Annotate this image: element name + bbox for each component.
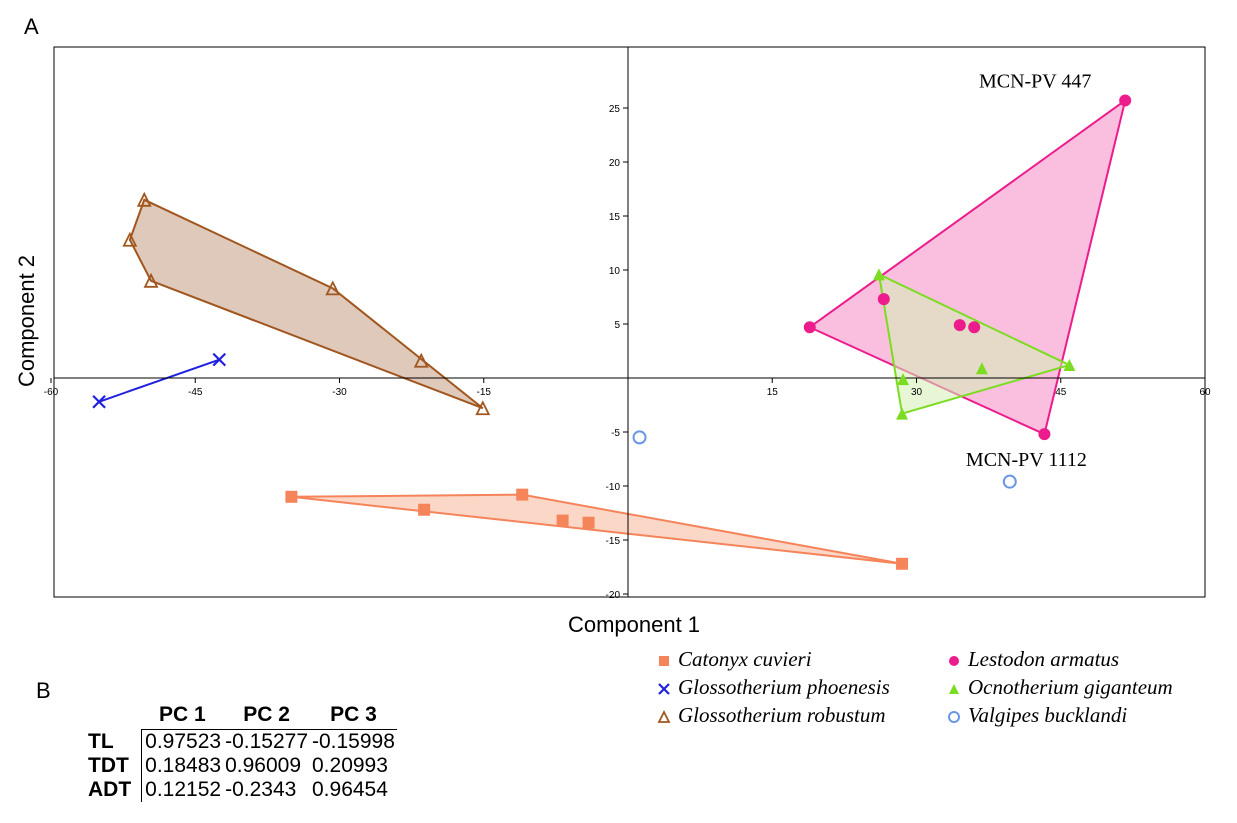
loadings-cell: 0.18483 bbox=[141, 754, 224, 778]
loadings-row-label: ADT bbox=[88, 778, 132, 801]
plot-area: -60 -45 -30 -15 15 30 45 60 -20 -15 -10 -5 5 10 15 20 25… bbox=[44, 46, 1211, 601]
plot-frame bbox=[53, 46, 1206, 598]
y-tick-label: -5 bbox=[611, 428, 620, 439]
legend-marker bbox=[949, 656, 959, 666]
y-tick-label: 15 bbox=[609, 212, 621, 223]
legend-label: Glossotherium phoenesis bbox=[678, 675, 890, 699]
y-tick-label: -20 bbox=[606, 590, 621, 601]
data-point bbox=[418, 503, 431, 516]
loadings-cell: -0.15277 bbox=[225, 730, 308, 753]
data-point bbox=[896, 557, 909, 570]
legend-marker-shape bbox=[657, 709, 671, 723]
loadings-row-label: TL bbox=[88, 729, 114, 753]
data-point bbox=[475, 400, 491, 416]
loadings-cell: 0.96454 bbox=[312, 778, 388, 801]
x-tick-label: 30 bbox=[911, 387, 923, 398]
loadings-cell: 0.12152 bbox=[141, 778, 224, 802]
legend-label: Glossotherium robustum bbox=[678, 703, 886, 727]
loadings-header-row: PC 1 PC 2 PC 3 bbox=[88, 703, 397, 730]
scatter-chart: -60 -45 -30 -15 15 30 45 60 -20 -15 -10 -5 5 10 15 20 25… bbox=[14, 46, 1211, 637]
legend-label: Catonyx cuvieri bbox=[678, 647, 812, 671]
y-tick-label: -10 bbox=[606, 482, 621, 493]
data-point bbox=[122, 231, 138, 247]
loadings-row-label: TDT bbox=[88, 754, 129, 777]
data-point bbox=[896, 407, 909, 420]
legend-label: Ocnotherium giganteum bbox=[968, 675, 1173, 699]
x-tick-label: -45 bbox=[188, 387, 203, 398]
legend-marker-shape bbox=[658, 683, 670, 695]
legend-marker bbox=[948, 711, 960, 723]
y-tick-label: 25 bbox=[609, 104, 621, 115]
data-point bbox=[953, 319, 966, 332]
legend-marker-shape bbox=[659, 656, 669, 666]
data-point bbox=[212, 352, 227, 367]
data-point bbox=[92, 394, 106, 409]
loadings-col-header: PC 2 bbox=[223, 703, 310, 730]
data-point bbox=[975, 362, 988, 375]
data-point bbox=[1002, 474, 1017, 489]
legend-marker-shape bbox=[949, 656, 959, 666]
x-tick-label: 45 bbox=[1055, 387, 1067, 398]
loadings-cell: -0.2343 bbox=[225, 778, 297, 801]
data-point bbox=[897, 373, 910, 386]
loadings-row: ADT 0.12152 -0.2343 0.96454 bbox=[88, 778, 397, 802]
data-point bbox=[872, 268, 885, 281]
data-point bbox=[136, 191, 152, 207]
data-point bbox=[325, 280, 341, 296]
loadings-cell: 0.96009 bbox=[225, 754, 302, 777]
data-point bbox=[803, 321, 816, 334]
loadings-col-header: PC 1 bbox=[141, 703, 224, 730]
loadings-row: TDT 0.18483 0.96009 0.20993 bbox=[88, 754, 397, 778]
hull-ocnotherium-giganteum bbox=[877, 272, 1073, 415]
y-axis-label: Component 2 bbox=[14, 255, 39, 387]
legend-label: Lestodon armatus bbox=[968, 647, 1120, 671]
data-point bbox=[582, 516, 595, 529]
point-annotation: MCN-PV 447 bbox=[979, 70, 1091, 92]
y-tick-label: -15 bbox=[606, 536, 621, 547]
x-axis-label: Component 1 bbox=[568, 612, 700, 637]
panel-b-label: B bbox=[36, 678, 51, 703]
data-point bbox=[968, 321, 981, 334]
hull-glossotherium-robustum bbox=[128, 198, 484, 410]
y-tick-label: 5 bbox=[614, 320, 620, 331]
x-tick-label: 15 bbox=[767, 387, 779, 398]
loadings-corner bbox=[88, 703, 142, 730]
loadings-col-header: PC 3 bbox=[310, 703, 397, 730]
loadings-cell: 0.20993 bbox=[312, 754, 388, 777]
loadings-cell: 0.97523 bbox=[141, 729, 224, 754]
x-tick-label: -60 bbox=[44, 387, 59, 398]
legend-label: Valgipes bucklandi bbox=[968, 703, 1128, 727]
y-tick-label: 10 bbox=[609, 266, 621, 277]
y-tick-label: 20 bbox=[609, 158, 621, 169]
data-point bbox=[143, 272, 159, 288]
data-point bbox=[285, 490, 298, 503]
data-point bbox=[632, 430, 647, 445]
x-tick-label: -15 bbox=[477, 387, 492, 398]
legend-marker bbox=[949, 684, 959, 694]
data-point bbox=[556, 514, 569, 527]
data-point bbox=[1038, 428, 1051, 441]
point-annotation: MCN-PV 1112 bbox=[966, 449, 1087, 471]
legend-marker-shape bbox=[949, 684, 959, 694]
data-point bbox=[516, 488, 529, 501]
legend-marker-shape bbox=[948, 711, 960, 723]
data-point bbox=[1119, 94, 1132, 107]
loadings-table: PC 1 PC 2 PC 3 TL 0.97523 -0.15277 -0.15… bbox=[88, 703, 397, 802]
legend-marker bbox=[659, 656, 669, 666]
data-point bbox=[1063, 359, 1076, 372]
x-tick-label: 60 bbox=[1199, 387, 1211, 398]
hull-catonyx-cuvieri bbox=[291, 493, 903, 565]
legend-marker bbox=[658, 683, 670, 695]
panel-a-label: A bbox=[24, 14, 39, 39]
loadings-cell: -0.15998 bbox=[312, 730, 395, 753]
legend-marker bbox=[657, 709, 671, 723]
data-point bbox=[877, 293, 890, 306]
legend: Catonyx cuvieri Glossotherium phoenesis Gl… bbox=[656, 647, 1236, 733]
data-point bbox=[413, 352, 429, 368]
loadings-row: TL 0.97523 -0.15277 -0.15998 bbox=[88, 729, 397, 754]
hull-glossotherium-phoenesis bbox=[98, 358, 220, 403]
x-tick-label: -30 bbox=[332, 387, 347, 398]
